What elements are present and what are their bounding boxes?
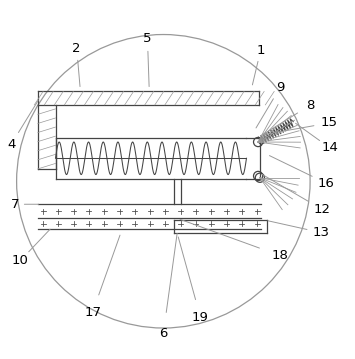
Text: 6: 6 <box>159 327 168 340</box>
Text: 18: 18 <box>272 249 289 262</box>
Text: 13: 13 <box>312 226 329 239</box>
Text: 15: 15 <box>321 116 338 130</box>
Text: 12: 12 <box>314 203 331 216</box>
Text: 2: 2 <box>72 42 81 55</box>
Text: 9: 9 <box>276 81 284 94</box>
Text: 1: 1 <box>256 44 265 57</box>
Text: 7: 7 <box>11 198 19 211</box>
Text: 17: 17 <box>84 306 101 318</box>
Text: 19: 19 <box>192 311 209 324</box>
Text: 10: 10 <box>12 254 29 267</box>
Text: 8: 8 <box>306 99 314 112</box>
Text: 14: 14 <box>321 141 338 154</box>
Text: 4: 4 <box>7 137 16 151</box>
Text: 5: 5 <box>143 32 152 45</box>
Text: 16: 16 <box>318 177 334 190</box>
